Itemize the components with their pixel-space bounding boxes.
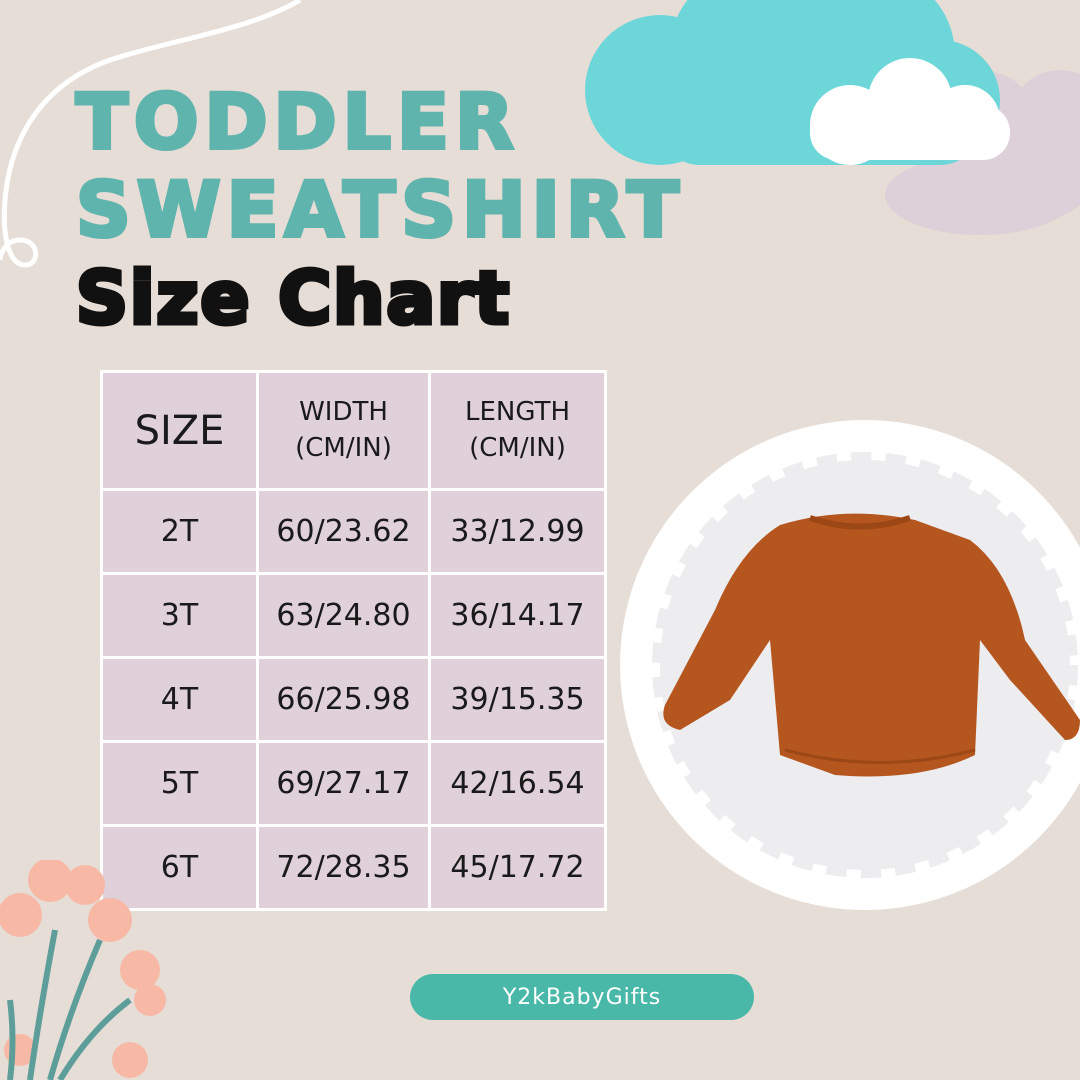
cell-width: 63/24.80 bbox=[256, 572, 431, 659]
cell-size: 3T bbox=[100, 572, 259, 659]
cell-width: 66/25.98 bbox=[256, 656, 431, 743]
cell-length: 36/14.17 bbox=[428, 572, 607, 659]
cell-width: 72/28.35 bbox=[256, 824, 431, 911]
title-size-chart: Size Chart bbox=[74, 256, 512, 340]
header-length: LENGTH (CM/IN) bbox=[428, 370, 607, 491]
cell-size: 5T bbox=[100, 740, 259, 827]
cell-length: 39/15.35 bbox=[428, 656, 607, 743]
table-header-row: SIZE WIDTH (CM/IN) LENGTH (CM/IN) bbox=[100, 370, 607, 491]
swirl-decoration bbox=[0, 0, 302, 268]
cell-length: 33/12.99 bbox=[428, 488, 607, 575]
table-row: 5T 69/27.17 42/16.54 bbox=[100, 740, 607, 827]
cell-size: 2T bbox=[100, 488, 259, 575]
header-width-label: WIDTH bbox=[299, 397, 388, 428]
table-row: 2T 60/23.62 33/12.99 bbox=[100, 488, 607, 575]
header-size: SIZE bbox=[100, 370, 259, 491]
cell-length: 42/16.54 bbox=[428, 740, 607, 827]
title-toddler: Toddler bbox=[74, 77, 520, 166]
header-width-unit: (CM/IN) bbox=[295, 432, 392, 463]
sweatshirt-image bbox=[620, 420, 1080, 910]
header-length-label: LENGTH bbox=[464, 397, 570, 428]
shop-name-button[interactable]: Y2kBabyGifts bbox=[410, 974, 754, 1020]
flower-icon bbox=[0, 860, 166, 1080]
table-row: 4T 66/25.98 39/15.35 bbox=[100, 656, 607, 743]
table-row: 3T 63/24.80 36/14.17 bbox=[100, 572, 607, 659]
cloud-icon bbox=[585, 0, 1080, 235]
table-row: 6T 72/28.35 45/17.72 bbox=[100, 824, 607, 911]
cell-width: 69/27.17 bbox=[256, 740, 431, 827]
header-length-unit: (CM/IN) bbox=[469, 432, 566, 463]
cell-size: 6T bbox=[100, 824, 259, 911]
size-table: SIZE WIDTH (CM/IN) LENGTH (CM/IN) 2T 60/23.… bbox=[100, 370, 607, 911]
cell-size: 4T bbox=[100, 656, 259, 743]
cell-width: 60/23.62 bbox=[256, 488, 431, 575]
title-sweatshirt: Sweatshirt bbox=[74, 165, 685, 254]
header-width: WIDTH (CM/IN) bbox=[256, 370, 431, 491]
cell-length: 45/17.72 bbox=[428, 824, 607, 911]
